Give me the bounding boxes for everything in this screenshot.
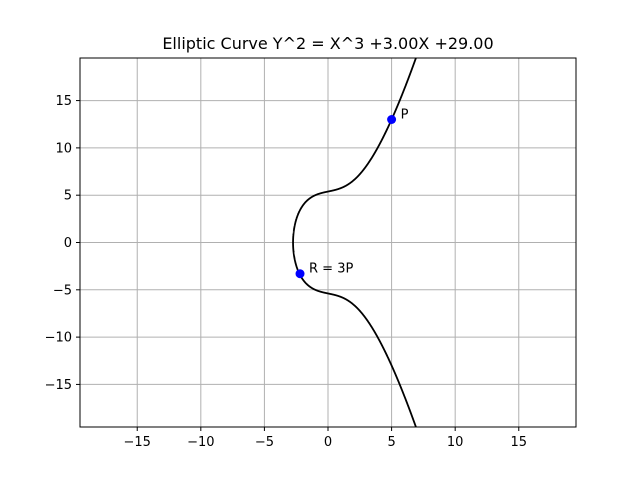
y-tick-label: 15 [55, 94, 72, 109]
chart-title: Elliptic Curve Y^2 = X^3 +3.00X +29.00 [162, 34, 493, 53]
point-label: R = 3P [309, 262, 353, 277]
y-tick-label: −10 [45, 331, 72, 346]
x-tick-label: −5 [255, 435, 274, 450]
ticks: −15 −10 −5 0 5 10 15 −15 −10 −5 0 5 10 15 [45, 94, 527, 450]
points-layer: P R = 3P [295, 108, 409, 279]
x-tick-label: 0 [324, 435, 332, 450]
x-tick-label: −10 [187, 435, 214, 450]
y-tick-label: −5 [53, 283, 72, 298]
y-tick-label: 10 [55, 141, 72, 156]
x-tick-label: 15 [510, 435, 527, 450]
elliptic-curve-line [292, 58, 417, 427]
y-tick-label: 5 [64, 189, 72, 204]
x-tick-label: 5 [387, 435, 395, 450]
curve-layer [292, 58, 417, 427]
grid [80, 58, 576, 427]
curve-point [295, 269, 305, 279]
point-label: P [401, 108, 409, 123]
x-tick-label: 10 [447, 435, 464, 450]
y-tick-label: 0 [64, 236, 72, 251]
x-tick-label: −15 [124, 435, 151, 450]
curve-point [387, 115, 397, 124]
y-tick-label: −15 [45, 378, 72, 393]
